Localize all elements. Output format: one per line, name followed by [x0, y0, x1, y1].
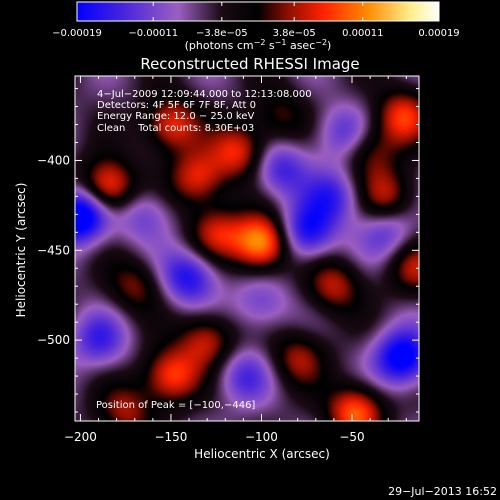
colorbar-tick-label: −3.8e−05	[196, 28, 248, 39]
y-axis-ticks: −400 −450 −500	[37, 88, 419, 413]
footer-timestamp: 29−Jul−2013 16:52	[388, 485, 497, 498]
x-tick-label: −50	[339, 430, 364, 444]
y-tick-label: −450	[37, 243, 70, 257]
annotation-counts: Clean Total counts: 8.30E+03	[97, 123, 254, 134]
y-tick-label: −400	[37, 153, 70, 167]
y-axis-label: Heliocentric Y (arcsec)	[14, 183, 28, 318]
colorbar-ticks	[76, 2, 440, 21]
plot-frame	[74, 75, 420, 422]
heatmap-area	[75, 76, 419, 421]
colorbar-tick-labels: −0.00019 −0.00011 −3.8e−05 3.8e−05 0.00011 0.…	[52, 28, 460, 39]
annotation-detectors: Detectors: 4F 5F 6F 7F 8F, Att 0	[97, 100, 256, 111]
colorbar-tick-label: 0.00011	[342, 28, 383, 39]
colorbar-unit-label: (photons cm−2 s−1 asec−2)	[185, 38, 332, 52]
x-tick-label: −200	[64, 430, 97, 444]
colorbar-tick-label: −0.00019	[52, 28, 102, 39]
colorbar-tick-label: 3.8e−05	[273, 28, 316, 39]
x-axis-label: Heliocentric X (arcsec)	[194, 447, 330, 461]
x-axis-ticks: −200 −150 −100 −50	[64, 76, 407, 444]
chart-title: Reconstructed RHESSI Image	[140, 55, 359, 73]
heatmap-image	[75, 76, 419, 421]
colorbar-gradient	[76, 1, 440, 22]
annotations: 4−Jul−2009 12:09:44.000 to 12:13:08.000 …	[96, 89, 312, 411]
annotation-energy-range: Energy Range: 12.0 − 25.0 keV	[97, 111, 254, 122]
colorbar-tick-label: −0.00011	[128, 28, 178, 39]
y-tick-label: −500	[37, 333, 70, 347]
x-tick-label: −150	[154, 430, 187, 444]
colorbar-tick-label: 0.00019	[418, 28, 459, 39]
x-tick-label: −100	[245, 430, 278, 444]
annotation-peak-position: Position of Peak = [−100,−446]	[96, 400, 255, 411]
annotation-time-range: 4−Jul−2009 12:09:44.000 to 12:13:08.000	[97, 89, 312, 100]
colorbar: −0.00019 −0.00011 −3.8e−05 3.8e−05 0.00011 0.…	[52, 1, 460, 52]
